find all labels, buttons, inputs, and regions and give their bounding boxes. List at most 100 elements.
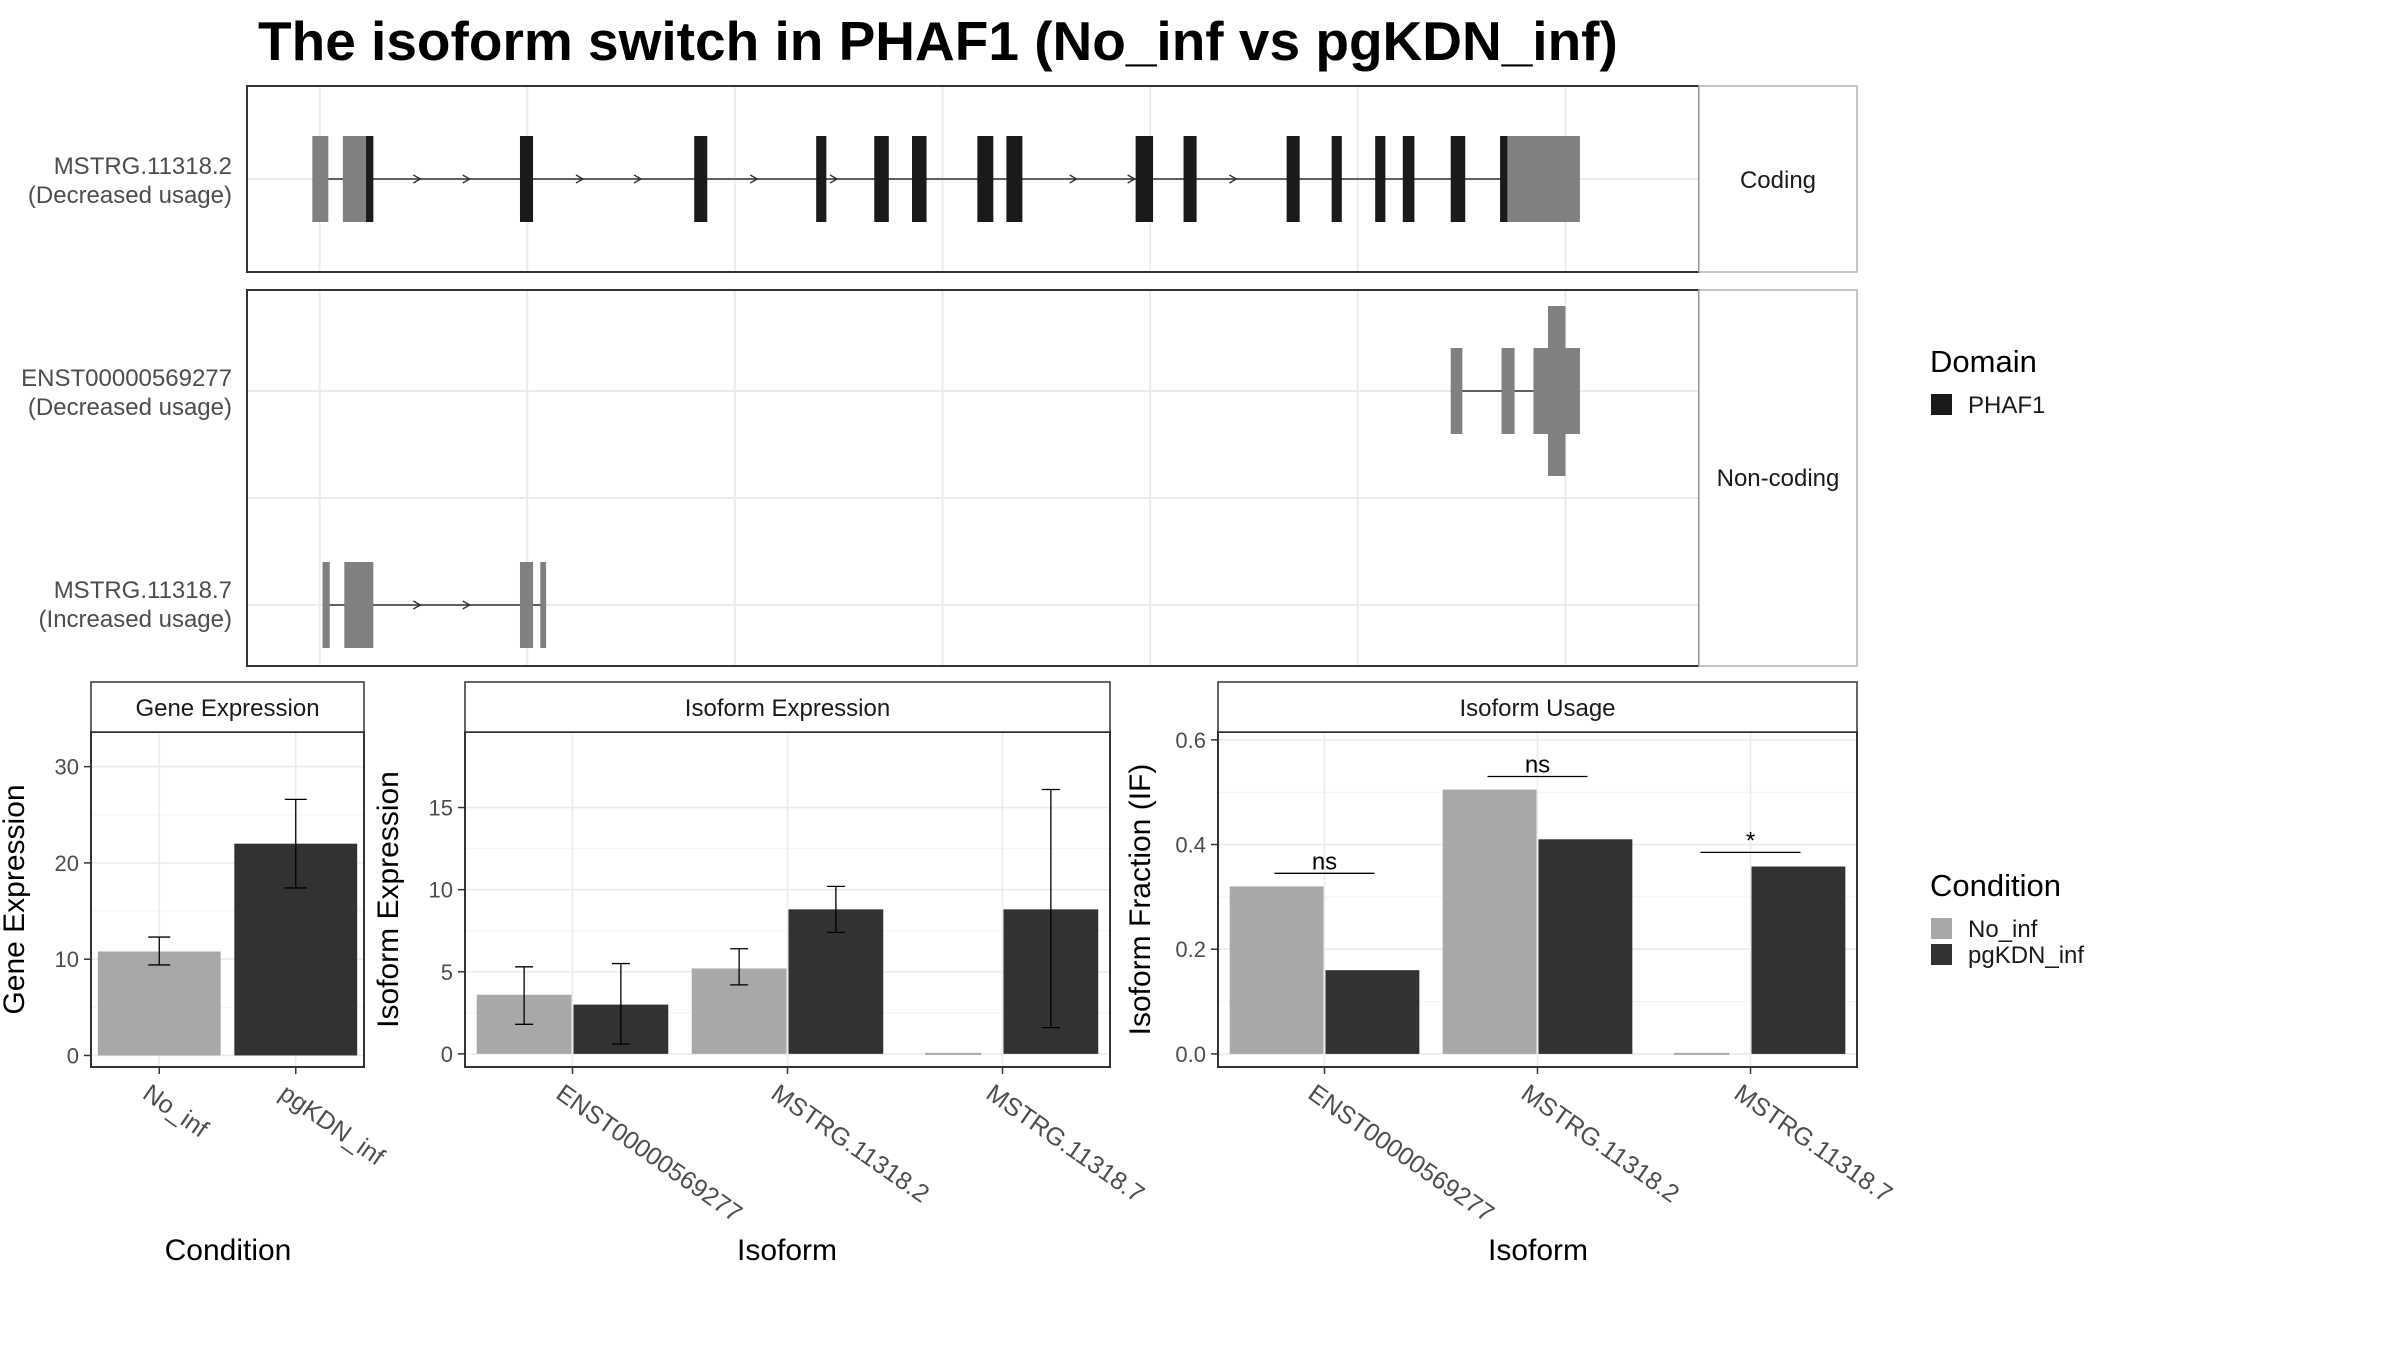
- bar-pgkdn-inf: [1751, 866, 1846, 1054]
- bar-no-inf: [1229, 886, 1324, 1054]
- phaf1-domain-exon: [1135, 136, 1154, 222]
- x-axis-title: Isoform: [737, 1234, 837, 1267]
- isoform-usage-chart: ns ns * Isoform Usage 0.0 0.2 0.4 0.6 ENST000005…: [1124, 681, 1897, 1267]
- x-axis-title: Isoform: [1488, 1234, 1588, 1267]
- transcription-direction-arrow: [749, 174, 759, 184]
- y-axis-title: Isoform Fraction (IF): [1124, 764, 1157, 1036]
- phaf1-domain-exon: [1286, 136, 1300, 222]
- isoform-label-line2: (Increased usage): [39, 606, 232, 633]
- facet-strip-noncoding-box: [1698, 289, 1858, 667]
- gene-expression-chart: Gene Expression 0 10 20 30 No_inf pgKDN_inf Con…: [0, 681, 389, 1267]
- x-axis-title: Condition: [165, 1234, 292, 1267]
- facet-strip-noncoding-label: Non-coding: [1717, 465, 1840, 492]
- transcription-direction-arrow: [462, 174, 472, 184]
- transcription-direction-arrow: [829, 174, 839, 184]
- y-tick-label: 0.2: [1175, 937, 1206, 962]
- y-axis-title: Gene Expression: [0, 784, 31, 1014]
- x-tick-label: MSTRG.11318.7: [1729, 1079, 1897, 1208]
- significance-label: ns: [1525, 751, 1550, 778]
- isoform-label-line2: (Decreased usage): [28, 182, 232, 209]
- phaf1-domain-exon: [874, 136, 889, 222]
- exon-block: [312, 136, 329, 222]
- x-tick-label: pgKDN_inf: [274, 1079, 389, 1171]
- chart-strip-box: [90, 681, 365, 733]
- phaf1-domain-exon: [1006, 136, 1023, 222]
- facet-strip-coding-box: [1698, 85, 1858, 273]
- exon-block: [1547, 306, 1566, 476]
- bar-pgkdn-inf: [1538, 839, 1633, 1054]
- chart-strip-title: Isoform Expression: [685, 695, 890, 722]
- exon-block: [1501, 348, 1515, 434]
- phaf1-domain-exon: [1183, 136, 1197, 222]
- isoform-label-mstrg-2: MSTRG.11318.2 (Decreased usage): [28, 153, 232, 209]
- exon-block: [540, 562, 547, 648]
- phaf1-domain-exon: [1375, 136, 1386, 222]
- exon-block: [322, 562, 330, 648]
- legend-domain: Domain PHAF1: [1930, 344, 2045, 419]
- isoform-label-mstrg-7: MSTRG.11318.7 (Increased usage): [39, 577, 232, 633]
- legend-domain-label-phaf1: PHAF1: [1968, 392, 2045, 419]
- transcription-direction-arrow: [1229, 174, 1238, 184]
- y-tick-label: 0: [441, 1042, 453, 1067]
- x-tick-label: MSTRG.11318.2: [1516, 1079, 1684, 1208]
- isoform-label-line1: ENST00000569277: [21, 365, 232, 392]
- significance-label: ns: [1312, 848, 1337, 875]
- bar-no-inf: [1442, 789, 1537, 1054]
- phaf1-domain-exon: [366, 136, 374, 222]
- x-tick-label: No_inf: [138, 1079, 213, 1143]
- transcription-direction-arrow: [1069, 174, 1079, 184]
- transcription-direction-arrow: [462, 600, 472, 610]
- bar-pgkdn-inf: [788, 909, 884, 1054]
- chart-strip-box: [1217, 681, 1858, 733]
- legend-condition-title: Condition: [1930, 868, 2061, 903]
- y-tick-label: 0.4: [1175, 833, 1206, 858]
- transcription-direction-arrow: [575, 174, 585, 184]
- isoform-label-enst: ENST00000569277 (Decreased usage): [21, 365, 232, 421]
- phaf1-domain-exon: [816, 136, 827, 222]
- exon-block: [519, 562, 534, 648]
- transcription-direction-arrow: [412, 600, 422, 610]
- facet-strip-noncoding: Non-coding: [1698, 289, 1858, 667]
- significance-label: *: [1746, 827, 1755, 854]
- chart-strip-title: Gene Expression: [135, 695, 319, 722]
- transcription-direction-arrow: [412, 174, 422, 184]
- phaf1-domain-exon: [912, 136, 927, 222]
- phaf1-domain-exon: [1500, 136, 1511, 222]
- bar-pgkdn-inf: [1325, 970, 1420, 1054]
- y-tick-label: 5: [441, 960, 453, 985]
- legend-condition-label-no-inf: No_inf: [1968, 916, 2038, 943]
- x-tick-label: ENST00000569277: [551, 1079, 747, 1228]
- y-tick-label: 30: [55, 755, 79, 780]
- bar-no-inf: [97, 951, 221, 1056]
- y-tick-label: 0: [67, 1043, 79, 1068]
- noncoding-panel-background: [247, 290, 1699, 666]
- y-tick-label: 0.0: [1175, 1042, 1206, 1067]
- phaf1-domain-exon: [1331, 136, 1342, 222]
- y-tick-label: 15: [429, 796, 453, 821]
- legend-condition-label-pgkdn-inf: pgKDN_inf: [1968, 942, 2084, 969]
- isoform-label-line1: MSTRG.11318.7: [54, 577, 232, 604]
- x-tick-label: MSTRG.11318.2: [766, 1079, 934, 1208]
- y-tick-label: 20: [55, 851, 79, 876]
- exon-block: [1450, 348, 1463, 434]
- isoform-label-line1: MSTRG.11318.2: [54, 153, 232, 180]
- phaf1-domain-exon: [694, 136, 708, 222]
- facet-strip-coding-label: Coding: [1740, 167, 1816, 194]
- legend-condition-swatch-pgkdn-inf: [1931, 944, 1952, 965]
- gene-model-coding-panel: [246, 85, 1700, 273]
- figure-title: The isoform switch in PHAF1 (No_inf vs p…: [258, 10, 1618, 72]
- x-tick-label: ENST00000569277: [1303, 1079, 1499, 1228]
- chart-strip-title: Isoform Usage: [1459, 695, 1615, 722]
- exon-block: [355, 136, 368, 222]
- phaf1-domain-exon: [1450, 136, 1466, 222]
- x-tick-label: MSTRG.11318.7: [981, 1079, 1149, 1208]
- gene-model-noncoding-panel: [246, 289, 1700, 667]
- legend-domain-title: Domain: [1930, 344, 2037, 379]
- exon-block: [344, 562, 374, 648]
- phaf1-domain-exon: [519, 136, 534, 222]
- legend-condition: Condition No_inf pgKDN_inf: [1930, 868, 2084, 969]
- phaf1-domain-exon: [1402, 136, 1415, 222]
- phaf1-domain-exon: [977, 136, 994, 222]
